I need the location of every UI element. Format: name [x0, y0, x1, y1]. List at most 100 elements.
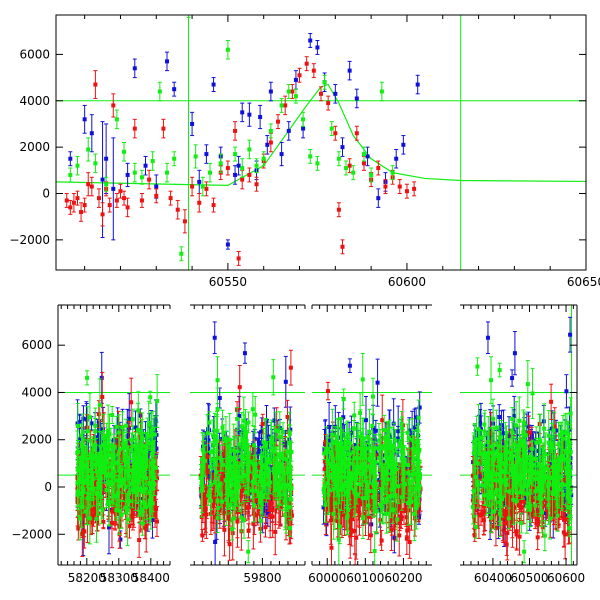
- point-marker: [340, 245, 344, 249]
- data-point: [133, 163, 137, 182]
- point-marker: [283, 103, 287, 107]
- data-point: [265, 136, 269, 155]
- point-marker: [101, 436, 105, 440]
- point-marker: [83, 203, 87, 207]
- point-marker: [172, 157, 176, 161]
- data-point: [83, 198, 87, 212]
- axis-segment: 59800: [190, 305, 305, 585]
- data-point: [88, 393, 92, 441]
- point-marker: [68, 173, 72, 177]
- point-marker: [93, 83, 97, 87]
- data-point: [179, 247, 183, 261]
- point-marker: [337, 157, 341, 161]
- point-marker: [88, 516, 92, 520]
- point-marker: [90, 131, 94, 135]
- data-point: [172, 152, 176, 166]
- point-marker: [104, 488, 108, 492]
- data-point: [86, 138, 90, 161]
- point-marker: [127, 474, 131, 478]
- point-marker: [165, 59, 169, 63]
- point-marker: [99, 466, 103, 470]
- point-marker: [119, 470, 123, 474]
- point-marker: [129, 438, 133, 442]
- point-marker: [100, 508, 104, 512]
- point-marker: [126, 205, 130, 209]
- point-marker: [83, 117, 87, 121]
- data-point: [247, 168, 251, 182]
- point-marker: [376, 166, 380, 170]
- point-marker: [240, 110, 244, 114]
- point-marker: [89, 456, 93, 460]
- data-point: [380, 82, 384, 101]
- point-marker: [287, 129, 291, 133]
- point-marker: [308, 154, 312, 158]
- data-point: [208, 163, 212, 182]
- point-marker: [124, 485, 128, 489]
- data-point: [348, 159, 352, 173]
- data-point: [126, 198, 130, 217]
- data-point: [290, 85, 294, 99]
- point-marker: [284, 380, 288, 384]
- point-marker: [126, 173, 130, 177]
- point-marker: [140, 175, 144, 179]
- point-marker: [131, 468, 135, 472]
- data-point: [243, 343, 247, 363]
- point-marker: [120, 513, 124, 517]
- point-marker: [190, 185, 194, 189]
- point-marker: [190, 122, 194, 126]
- point-marker: [226, 243, 230, 247]
- data-point: [165, 163, 169, 182]
- data-point: [75, 156, 79, 175]
- data-point: [72, 194, 76, 213]
- point-marker: [82, 529, 86, 533]
- data-point: [165, 52, 169, 71]
- data-point: [218, 388, 222, 408]
- data-point: [176, 200, 180, 219]
- point-marker: [362, 152, 366, 156]
- point-marker: [237, 256, 241, 260]
- point-marker: [107, 432, 111, 436]
- point-marker: [226, 166, 230, 170]
- point-marker: [285, 415, 289, 419]
- point-marker: [290, 90, 294, 94]
- point-marker: [72, 201, 76, 205]
- point-marker: [183, 219, 187, 223]
- point-marker: [143, 526, 147, 530]
- point-marker: [84, 509, 88, 513]
- point-marker: [89, 487, 93, 491]
- data-point: [158, 82, 162, 101]
- point-marker: [398, 185, 402, 189]
- point-marker: [218, 396, 222, 400]
- data-point: [394, 149, 398, 168]
- data-point: [340, 240, 344, 254]
- data-point: [197, 194, 201, 213]
- point-marker: [287, 90, 291, 94]
- point-marker: [111, 187, 115, 191]
- point-marker: [383, 185, 387, 189]
- data-point: [194, 145, 198, 168]
- data-point: [212, 198, 216, 212]
- point-marker: [208, 171, 212, 175]
- data-point: [287, 122, 291, 141]
- data-point: [323, 75, 327, 89]
- point-marker: [76, 489, 80, 493]
- point-marker: [312, 69, 316, 73]
- point-marker: [294, 78, 298, 82]
- data-point: [86, 173, 90, 196]
- point-marker: [90, 185, 94, 189]
- data-point: [333, 126, 337, 140]
- point-marker: [247, 113, 251, 117]
- point-marker: [169, 196, 173, 200]
- point-marker: [197, 180, 201, 184]
- data-point: [308, 34, 312, 48]
- point-marker: [148, 395, 152, 399]
- point-marker: [333, 131, 337, 135]
- point-marker: [131, 509, 135, 513]
- point-marker: [204, 187, 208, 191]
- point-marker: [93, 443, 97, 447]
- point-marker: [326, 101, 330, 105]
- point-marker: [113, 445, 117, 449]
- point-marker: [107, 482, 111, 486]
- data-point: [284, 356, 288, 407]
- point-marker: [294, 94, 298, 98]
